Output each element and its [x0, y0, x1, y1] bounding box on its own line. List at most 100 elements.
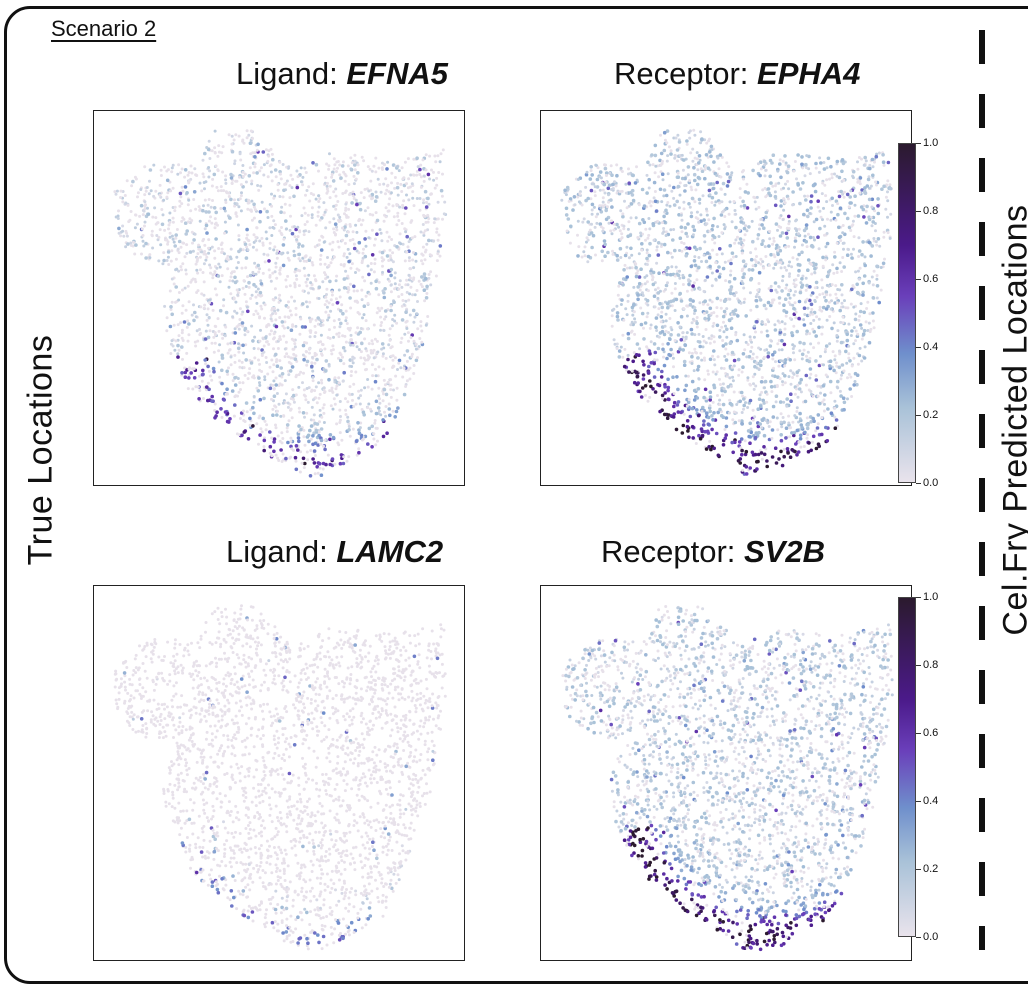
cell-spot — [435, 183, 439, 187]
cell-spot — [373, 421, 377, 425]
cell-spot — [692, 312, 696, 315]
cell-spot — [372, 348, 376, 352]
cell-spot — [433, 217, 437, 221]
cell-spot — [681, 283, 685, 286]
cell-spot — [232, 297, 236, 301]
cell-spot — [437, 171, 441, 174]
cell-spot — [659, 375, 664, 379]
cell-spot — [304, 300, 308, 304]
cell-spot — [700, 409, 704, 413]
cell-spot — [643, 321, 648, 325]
cell-spot — [647, 233, 651, 237]
cell-spot — [412, 364, 416, 367]
cell-spot — [170, 249, 174, 253]
cell-spot — [654, 164, 658, 168]
cell-spot — [224, 201, 228, 204]
cell-spot — [765, 464, 769, 469]
cell-spot — [793, 301, 797, 305]
cell-spot — [318, 258, 322, 261]
cell-spot — [235, 288, 239, 292]
cell-spot — [749, 251, 753, 255]
cell-spot — [259, 304, 263, 308]
cell-spot — [325, 162, 329, 166]
cell-spot — [270, 152, 274, 156]
cell-spot — [670, 328, 674, 332]
cell-spot — [244, 256, 249, 260]
cell-spot — [251, 339, 255, 343]
cell-spot — [245, 129, 249, 133]
cell-spot — [771, 353, 775, 357]
cell-spot — [642, 363, 646, 367]
cell-spot — [289, 313, 293, 317]
cell-spot — [331, 407, 335, 411]
cell-spot — [180, 202, 184, 206]
cell-spot — [352, 382, 356, 386]
cell-spot — [741, 267, 745, 271]
cell-spot — [725, 327, 729, 332]
cell-spot — [862, 328, 867, 333]
cell-spot — [396, 165, 400, 168]
cell-spot — [272, 394, 277, 399]
cell-spot — [302, 393, 306, 397]
cell-spot — [800, 283, 805, 288]
cell-spot — [148, 253, 152, 257]
cell-spot — [245, 410, 249, 414]
cell-spot — [336, 213, 340, 217]
cell-spot — [842, 369, 846, 373]
cell-spot — [811, 183, 816, 188]
cell-spot — [577, 245, 581, 249]
cell-spot — [188, 250, 193, 254]
cell-spot — [342, 362, 346, 366]
cell-spot — [664, 208, 668, 213]
cell-spot — [719, 306, 723, 310]
cell-spot — [248, 367, 252, 371]
cell-spot — [572, 195, 577, 199]
cell-spot — [221, 145, 225, 149]
cell-spot — [297, 373, 301, 377]
cell-spot — [277, 300, 281, 304]
cell-spot — [791, 256, 795, 260]
cell-spot — [850, 364, 854, 368]
cell-spot — [324, 310, 328, 314]
cell-spot — [180, 345, 184, 349]
cell-spot — [410, 352, 414, 356]
cell-spot — [425, 292, 429, 295]
cell-spot — [772, 366, 775, 370]
cell-spot — [255, 248, 259, 252]
cell-spot — [264, 230, 268, 234]
cell-spot — [385, 167, 389, 171]
cell-spot — [420, 285, 424, 289]
cell-spot — [244, 300, 248, 304]
cell-spot — [233, 204, 237, 208]
cell-spot — [708, 150, 712, 154]
cell-spot — [257, 270, 261, 274]
cell-spot — [787, 288, 791, 292]
cell-spot — [233, 331, 238, 335]
cell-spot — [662, 332, 667, 337]
cell-spot — [600, 249, 604, 254]
gene-name: LAMC2 — [336, 534, 444, 569]
cell-spot — [814, 334, 818, 338]
cell-spot — [857, 318, 861, 322]
cell-spot — [354, 177, 358, 181]
cell-spot — [824, 373, 828, 377]
cell-spot — [728, 398, 732, 402]
cell-spot — [753, 415, 757, 419]
cell-spot — [268, 247, 272, 250]
cell-spot — [153, 206, 157, 210]
cell-spot — [424, 276, 428, 281]
cell-spot — [213, 341, 217, 345]
cell-spot — [200, 189, 204, 193]
cell-spot — [835, 364, 839, 368]
cell-spot — [664, 234, 668, 237]
cell-spot — [760, 426, 764, 430]
cell-spot — [204, 346, 208, 350]
cell-spot — [288, 369, 293, 373]
cell-spot — [683, 247, 687, 251]
cell-spot — [717, 275, 722, 279]
cell-spot — [208, 169, 212, 173]
cell-spot — [237, 238, 241, 242]
cell-spot — [420, 275, 424, 279]
cell-spot — [246, 377, 250, 381]
cell-spot — [374, 195, 379, 199]
